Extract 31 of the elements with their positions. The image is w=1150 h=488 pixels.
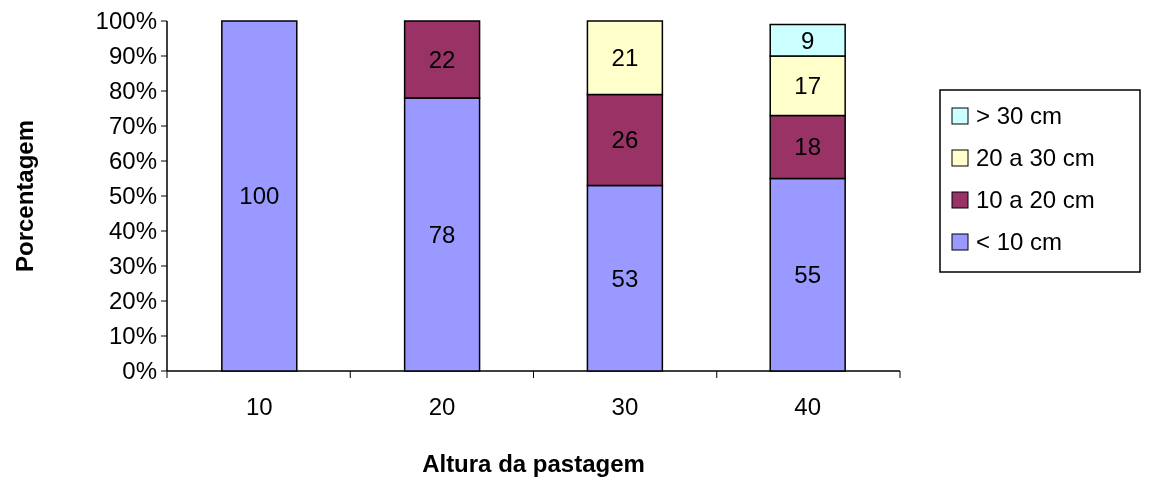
data-label: 55 [794,261,822,289]
data-label: 100 [239,182,280,210]
y-tick-label: 80% [108,77,157,105]
y-tick-label: 100% [95,7,157,35]
legend-label: 10 a 20 cm [976,186,1095,214]
data-label: 21 [611,44,639,72]
data-label: 17 [794,72,822,100]
y-tick-label: 60% [108,147,157,175]
y-tick-label: 30% [108,252,157,280]
data-label: 26 [611,126,639,154]
data-label: 9 [801,26,815,54]
data-label: 22 [428,45,456,73]
y-tick-label: 0% [122,357,157,385]
data-label: 53 [611,264,639,292]
y-tick-label: 50% [108,182,157,210]
x-axis-title: Altura da pastagem [422,450,645,477]
legend-label: < 10 cm [976,228,1063,256]
legend-label: > 30 cm [976,102,1063,130]
x-tick-label: 10 [245,393,273,420]
y-axis-title: Porcentagem [11,119,38,273]
data-label: 78 [428,220,456,248]
y-tick-label: 20% [108,287,157,315]
x-tick-label: 20 [428,393,456,420]
y-tick-label: 10% [108,322,157,350]
data-label: 18 [794,133,822,161]
x-tick-label: 30 [611,393,639,420]
y-tick-label: 90% [108,42,157,70]
y-tick-label: 40% [108,217,157,245]
legend-label: 20 a 30 cm [976,144,1095,172]
y-tick-label: 70% [108,112,157,140]
x-tick-label: 40 [794,393,822,420]
